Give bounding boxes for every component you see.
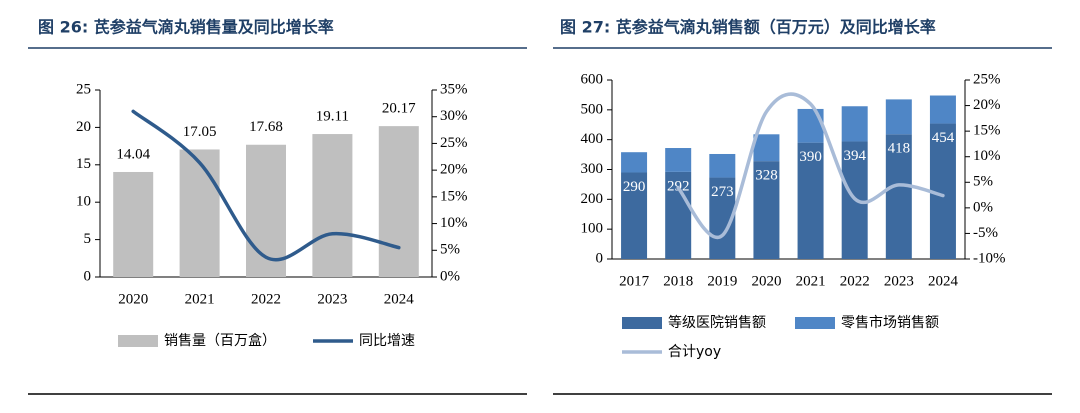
y2-tick-label: 25% <box>440 135 468 151</box>
x-tick-label: 2018 <box>663 273 693 289</box>
legend-label: 合计yoy <box>668 344 721 360</box>
bar <box>179 149 220 277</box>
y-tick-label: 25 <box>76 81 91 97</box>
y2-tick-label: 15% <box>440 188 468 204</box>
data-label: 17.68 <box>249 119 283 135</box>
data-label: 454 <box>932 130 955 146</box>
y-tick-label: 400 <box>581 131 604 147</box>
bar <box>246 144 286 277</box>
x-tick-label: 2020 <box>118 291 148 307</box>
y2-tick-label: 15% <box>973 123 1001 139</box>
bar <box>753 134 780 162</box>
y-tick-label: 0 <box>596 250 604 266</box>
x-tick-label: 2021 <box>185 291 215 307</box>
y2-tick-label: 10% <box>973 148 1001 164</box>
y-tick-label: 15 <box>76 156 91 172</box>
y-tick-label: 5 <box>84 231 92 247</box>
x-tick-label: 2022 <box>251 291 281 307</box>
y2-tick-label: 10% <box>440 215 468 231</box>
bar <box>709 153 736 178</box>
bar <box>665 148 692 172</box>
y-tick-label: 200 <box>581 191 604 207</box>
x-tick-label: 2023 <box>317 291 347 307</box>
chart-title: 图 27: 芪参益气滴丸销售额（百万元）及同比增长率 <box>560 18 936 37</box>
bar <box>885 134 912 259</box>
y-tick-label: 10 <box>76 194 91 210</box>
bar <box>841 106 868 142</box>
chart-title: 图 26: 芪参益气滴丸销售量及同比增长率 <box>38 18 334 37</box>
x-tick-label: 2024 <box>384 291 415 307</box>
bar <box>797 142 824 259</box>
y-tick-label: 20 <box>76 119 91 135</box>
y-tick-label: 500 <box>581 101 604 117</box>
data-label: 20.17 <box>382 101 416 117</box>
y2-tick-label: 30% <box>440 108 468 124</box>
data-label: 418 <box>888 141 911 157</box>
data-label: 19.11 <box>316 108 349 124</box>
y2-tick-label: 5% <box>973 174 993 190</box>
y2-tick-label: -10% <box>973 250 1006 266</box>
x-tick-label: 2020 <box>751 273 781 289</box>
bar <box>885 99 912 135</box>
data-label: 394 <box>843 148 866 164</box>
y2-tick-label: 25% <box>973 71 1001 87</box>
x-tick-label: 2024 <box>928 273 959 289</box>
x-tick-label: 2019 <box>707 273 737 289</box>
legend-label: 等级医院销售额 <box>668 314 766 331</box>
data-label: 328 <box>755 168 778 184</box>
y2-tick-label: 5% <box>440 242 460 258</box>
line-series <box>676 92 945 240</box>
data-label: 390 <box>799 149 822 165</box>
data-label: 17.05 <box>183 124 217 140</box>
bar <box>312 134 353 277</box>
y2-tick-label: 35% <box>440 81 468 97</box>
legend-swatch <box>795 317 835 329</box>
x-tick-label: 2022 <box>840 273 870 289</box>
data-label: 290 <box>623 179 646 195</box>
bar <box>797 108 824 143</box>
y-tick-label: 600 <box>581 71 604 87</box>
bar <box>753 161 780 259</box>
bar <box>621 172 648 259</box>
legend-label: 同比增速 <box>359 333 415 349</box>
data-label: 273 <box>711 184 734 200</box>
y2-tick-label: 0% <box>440 268 460 284</box>
data-label: 14.04 <box>116 146 150 162</box>
y2-tick-label: 0% <box>973 199 993 215</box>
y2-tick-label: 20% <box>440 162 468 178</box>
x-tick-label: 2017 <box>619 273 650 289</box>
y2-tick-label: -5% <box>973 225 998 241</box>
bar <box>929 95 956 124</box>
legend-swatch <box>622 317 662 329</box>
y-tick-label: 300 <box>581 161 604 177</box>
legend-swatch <box>118 335 158 347</box>
legend-label: 零售市场销售额 <box>841 314 939 331</box>
y-tick-label: 100 <box>581 221 604 237</box>
y2-tick-label: 20% <box>973 97 1001 113</box>
bar <box>378 126 419 277</box>
line-series <box>131 109 401 262</box>
x-tick-label: 2023 <box>884 273 914 289</box>
x-tick-label: 2021 <box>796 273 826 289</box>
bar <box>621 152 648 173</box>
y-tick-label: 0 <box>84 268 92 284</box>
bar <box>113 171 154 277</box>
legend-label: 销售量（百万盒） <box>164 332 276 349</box>
